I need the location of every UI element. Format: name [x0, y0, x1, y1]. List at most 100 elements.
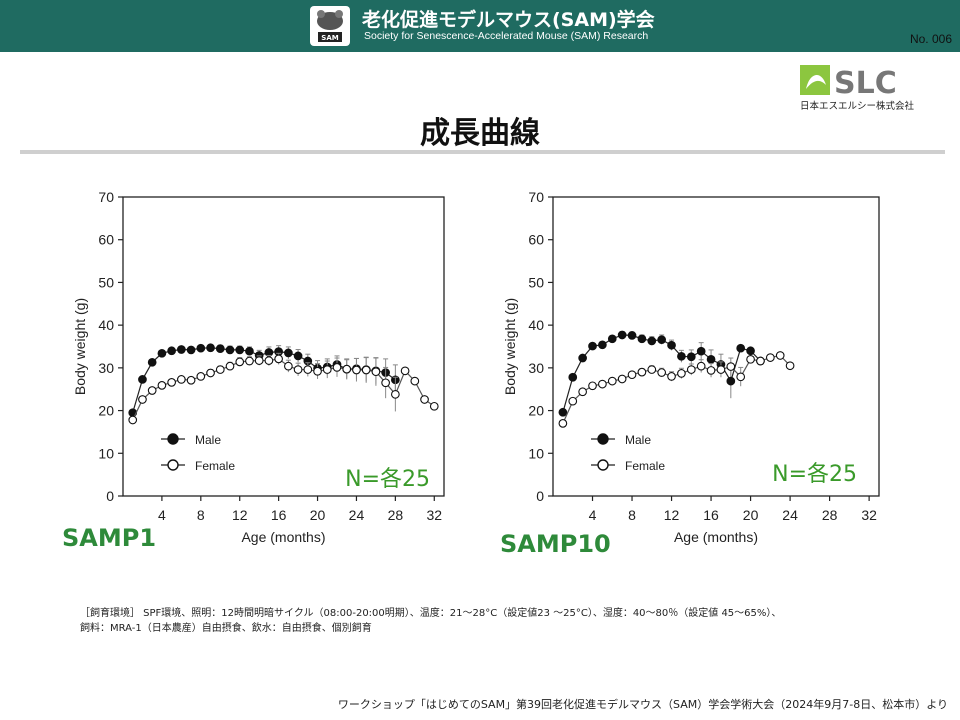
data-point-female: [667, 372, 676, 381]
x-tick-label: 4: [589, 507, 597, 523]
sample-size-annotation: N=各25: [345, 467, 430, 492]
data-point-male: [284, 348, 293, 358]
data-point-female: [785, 361, 795, 371]
y-tick-label: 50: [528, 274, 544, 290]
data-point-female: [254, 356, 264, 365]
data-point-female: [381, 378, 390, 388]
data-point-male: [235, 345, 245, 355]
data-point-male: [667, 340, 676, 350]
data-point-male: [147, 357, 157, 367]
x-tick-label: 8: [197, 507, 205, 523]
data-point-female: [588, 381, 597, 391]
y-tick-label: 20: [98, 403, 114, 419]
data-point-female: [716, 365, 726, 374]
strain-label: SAMP1: [62, 524, 156, 552]
x-axis-label: Age (months): [674, 529, 758, 545]
data-point-female: [322, 365, 332, 374]
data-point-female: [617, 374, 627, 384]
header-bar: SAM 老化促進モデルマウス(SAM)学会 Society for Senesc…: [0, 0, 960, 52]
x-tick-label: 32: [426, 507, 442, 523]
data-point-male: [598, 340, 607, 350]
data-point-female: [361, 365, 371, 375]
data-point-female: [342, 364, 352, 374]
data-point-female: [775, 351, 785, 360]
data-point-female: [352, 365, 361, 375]
plot-frame: [552, 196, 880, 497]
y-axis-label: Body weight (g): [502, 298, 518, 395]
source-credit: ワークショップ「はじめてのSAM」第39回老化促進モデルマウス（SAM）学会学術…: [337, 698, 948, 711]
slc-logo-text: SLC: [834, 66, 897, 101]
y-tick-label: 10: [528, 445, 544, 461]
plot-frame: [122, 196, 445, 497]
data-point-male: [696, 346, 706, 356]
housing-note-line-1: ［飼育環境］ SPF環境、照明：12時間明暗サイクル（08:00-20:00明期…: [80, 608, 782, 619]
data-point-male: [215, 344, 225, 353]
data-point-female: [420, 395, 429, 404]
y-tick-label: 60: [98, 232, 114, 248]
data-point-female: [429, 401, 439, 411]
y-tick-label: 0: [536, 488, 544, 504]
data-point-female: [677, 369, 686, 378]
data-point-female: [578, 387, 587, 397]
series-line-male: [132, 347, 396, 413]
data-point-female: [303, 365, 313, 374]
x-tick-label: 20: [743, 507, 759, 523]
data-point-male: [167, 346, 176, 356]
data-point-female: [706, 366, 716, 375]
data-point-male: [657, 335, 667, 345]
x-tick-label: 28: [822, 507, 838, 523]
data-point-female: [765, 353, 775, 362]
x-tick-label: 16: [271, 507, 287, 523]
data-point-male: [578, 353, 587, 363]
data-point-female: [186, 375, 196, 385]
data-point-female: [607, 376, 617, 386]
x-tick-label: 24: [349, 507, 365, 523]
data-point-female: [215, 365, 225, 374]
page-title: 成長曲線: [420, 116, 540, 151]
data-point-female: [332, 363, 342, 372]
data-point-female: [293, 365, 303, 374]
x-tick-label: 12: [664, 507, 680, 523]
data-point-female: [371, 367, 381, 377]
y-tick-label: 70: [528, 189, 544, 205]
data-point-female: [177, 375, 186, 384]
data-point-female: [400, 366, 410, 376]
society-subtitle: Society for Senescence-Accelerated Mouse…: [364, 30, 649, 42]
data-point-female: [736, 372, 746, 382]
data-point-female: [391, 389, 400, 399]
data-point-female: [696, 361, 706, 371]
y-tick-label: 40: [98, 317, 114, 333]
x-tick-label: 20: [310, 507, 326, 523]
data-point-female: [128, 415, 138, 425]
data-point-male: [726, 376, 736, 386]
legend-marker-male: [167, 433, 179, 445]
sam-society-logo-icon: SAM: [310, 6, 350, 46]
y-axis-label: Body weight (g): [72, 298, 88, 395]
x-tick-label: 4: [158, 507, 166, 523]
x-axis-label: Age (months): [241, 529, 325, 545]
data-point-male: [568, 372, 578, 382]
y-tick-label: 30: [98, 360, 114, 376]
data-point-female: [284, 361, 293, 371]
y-tick-label: 20: [528, 403, 544, 419]
y-tick-label: 10: [98, 445, 114, 461]
legend-marker-male: [597, 433, 609, 445]
title-divider: [20, 150, 945, 154]
data-point-male: [245, 346, 254, 356]
data-point-female: [637, 367, 647, 377]
data-point-female: [410, 376, 420, 386]
x-tick-label: 24: [782, 507, 798, 523]
data-point-male: [157, 348, 167, 358]
slide-number: No. 006: [909, 32, 952, 46]
y-tick-label: 50: [98, 274, 114, 290]
data-point-male: [706, 354, 716, 364]
data-point-female: [568, 396, 578, 406]
logo-text: SAM: [321, 34, 338, 42]
data-point-male: [647, 336, 657, 346]
data-point-male: [607, 334, 617, 344]
data-point-female: [138, 395, 147, 404]
data-point-male: [588, 341, 597, 351]
legend-marker-female: [167, 459, 179, 471]
strain-label: SAMP10: [500, 530, 611, 558]
x-tick-label: 8: [628, 507, 636, 523]
